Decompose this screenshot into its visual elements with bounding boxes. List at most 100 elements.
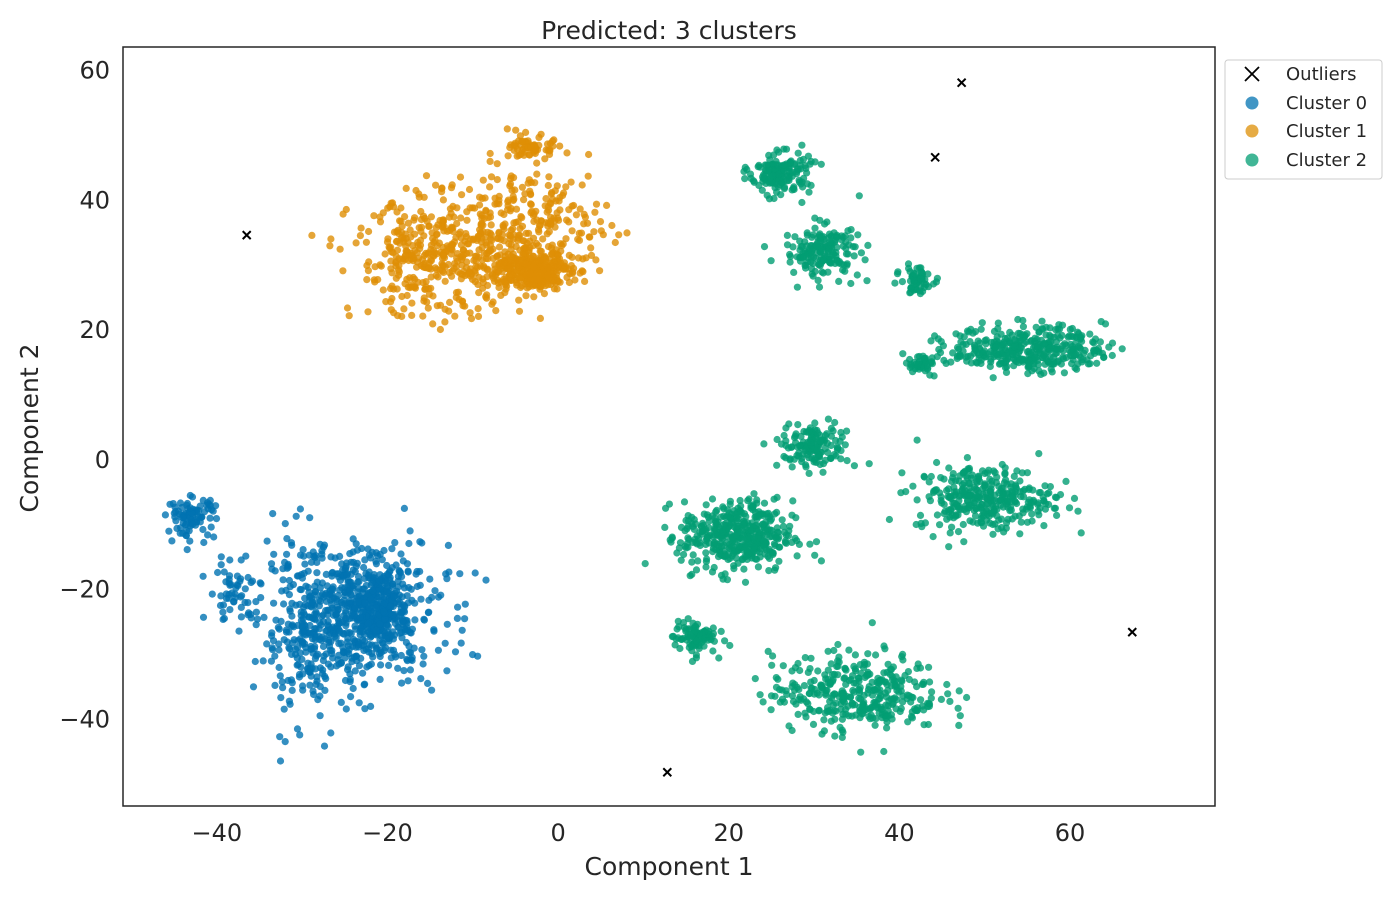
data-point (855, 192, 863, 200)
data-point (842, 680, 850, 689)
data-point (585, 233, 593, 241)
data-point (666, 536, 674, 544)
data-point (268, 632, 276, 640)
data-point (945, 464, 953, 472)
data-point (897, 682, 905, 691)
data-point (689, 538, 697, 547)
legend-label-cluster-1: Cluster 1 (1286, 121, 1367, 142)
data-point (812, 434, 820, 443)
data-point (1054, 358, 1062, 366)
data-point (293, 725, 302, 733)
data-point (884, 712, 892, 720)
data-point (811, 454, 819, 462)
data-point (515, 307, 524, 315)
data-point (898, 278, 907, 286)
data-point (863, 277, 871, 285)
data-point (691, 627, 699, 635)
data-point (360, 563, 368, 572)
data-point (797, 432, 805, 440)
data-point (454, 603, 462, 611)
data-point (346, 629, 354, 637)
data-point (447, 250, 455, 258)
data-point (271, 681, 279, 690)
data-point (474, 312, 483, 320)
data-point (702, 549, 710, 557)
data-point (419, 660, 427, 668)
data-point (420, 193, 428, 201)
data-point (307, 645, 315, 653)
data-point (281, 738, 289, 746)
data-point (919, 352, 927, 360)
data-point (1055, 321, 1063, 329)
data-point (995, 360, 1004, 368)
data-point (798, 141, 806, 149)
data-point (414, 241, 422, 249)
data-point (1028, 517, 1036, 525)
data-point (1040, 522, 1048, 530)
data-point (806, 665, 814, 673)
data-point (797, 180, 805, 188)
data-point (1060, 369, 1068, 377)
data-point (661, 523, 669, 532)
data-point (441, 639, 449, 647)
data-point (518, 214, 526, 222)
data-point (372, 549, 380, 557)
data-point (1024, 370, 1032, 378)
data-point (363, 261, 371, 270)
data-point (949, 349, 957, 357)
data-point (348, 658, 356, 666)
data-point (753, 496, 761, 504)
data-point (883, 724, 891, 732)
data-point (972, 504, 980, 512)
data-point (354, 598, 363, 606)
data-point (402, 638, 410, 647)
data-point (813, 249, 821, 257)
data-point (306, 665, 314, 673)
data-point (453, 250, 462, 258)
data-point (823, 218, 831, 226)
data-point (461, 615, 469, 623)
data-point (407, 233, 415, 241)
data-point (786, 522, 794, 530)
data-point (306, 681, 314, 689)
data-point (776, 181, 784, 189)
data-point (507, 256, 515, 265)
data-point (398, 679, 406, 687)
data-point (406, 527, 414, 535)
data-point (913, 436, 921, 444)
data-point (963, 693, 971, 702)
data-point (521, 259, 529, 268)
data-point (1003, 519, 1011, 527)
data-point (819, 460, 828, 468)
data-point (1093, 359, 1101, 367)
data-point (684, 517, 693, 525)
data-point (429, 292, 437, 300)
data-point (393, 208, 401, 216)
data-point (1017, 518, 1025, 526)
data-point (756, 553, 764, 561)
data-point (418, 646, 426, 654)
data-point (851, 651, 860, 659)
data-point (803, 231, 812, 239)
data-point (200, 538, 208, 547)
data-point (815, 283, 824, 291)
data-point (390, 203, 398, 211)
data-point (704, 513, 713, 521)
data-point (829, 671, 837, 679)
data-point (186, 504, 194, 512)
data-point (463, 208, 471, 216)
data-point (508, 186, 516, 194)
data-point (817, 160, 825, 168)
data-point (294, 660, 302, 669)
data-point (807, 248, 816, 256)
data-point (805, 454, 813, 462)
data-point (425, 222, 433, 230)
legend-marker-cluster-0 (1245, 96, 1259, 110)
data-point (402, 242, 410, 250)
data-point (936, 521, 944, 529)
data-point (592, 200, 601, 208)
data-point (575, 229, 583, 237)
data-point (388, 580, 397, 589)
data-point (843, 457, 851, 465)
